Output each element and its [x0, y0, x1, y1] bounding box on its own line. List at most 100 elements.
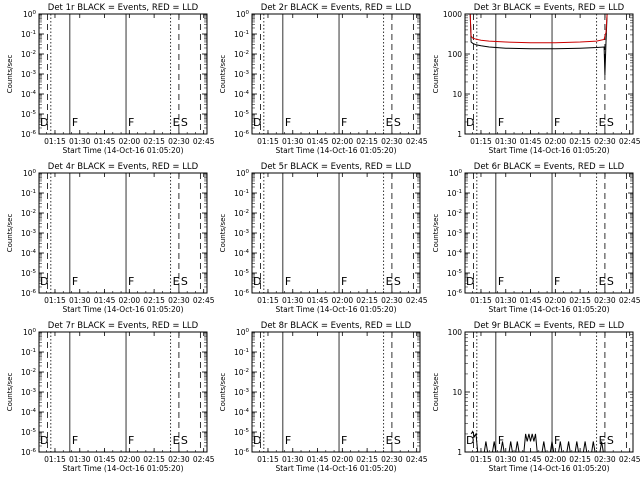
y-tick-label: 100: [23, 328, 37, 337]
marker-label: F: [128, 275, 134, 288]
marker-label: F: [128, 434, 134, 447]
x-tick-label: 01:30: [495, 137, 517, 146]
x-tick-label: 01:15: [44, 296, 66, 305]
marker-label: F: [498, 116, 504, 129]
y-tick-label: 10-6: [234, 289, 250, 298]
x-tick-label: 02:45: [406, 137, 428, 146]
panel-title: Det 5r BLACK = Events, RED = LLD: [261, 162, 412, 172]
y-tick-label: 10-1: [21, 348, 36, 357]
x-tick-label: 02:15: [356, 296, 378, 305]
marker-label: F: [72, 275, 78, 288]
x-tick-label: 02:30: [168, 137, 190, 146]
x-tick-label: 02:45: [406, 296, 428, 305]
y-tick-label: 10: [452, 90, 462, 99]
marker-label: F: [554, 116, 560, 129]
marker-label: S: [607, 116, 614, 129]
marker-label: S: [607, 275, 614, 288]
plot-frame: [251, 13, 421, 135]
panel-det-5: Det 5r BLACK = Events, RED = LLD Counts/s…: [219, 162, 428, 314]
x-tick-label: 01:15: [470, 455, 492, 464]
x-tick-label: 01:15: [470, 137, 492, 146]
plot-frame: [464, 13, 634, 135]
x-tick-label: 01:15: [44, 455, 66, 464]
y-tick-label: 10-3: [234, 70, 250, 79]
y-tick-label: 100: [236, 328, 250, 337]
x-tick-label: 02:15: [569, 137, 591, 146]
x-tick-label: 02:00: [119, 296, 141, 305]
marker-label: F: [285, 275, 291, 288]
marker-label: F: [554, 275, 560, 288]
y-tick-label: 10-2: [21, 368, 36, 377]
panel-title: Det 1r BLACK = Events, RED = LLD: [48, 3, 199, 13]
y-tick-label: 10-1: [234, 30, 249, 39]
x-tick-label: 01:45: [94, 455, 116, 464]
y-tick-label: 10-3: [234, 229, 250, 238]
marker-label: E: [386, 275, 393, 288]
y-axis-label: Counts/sec: [6, 214, 14, 253]
marker-label: F: [72, 116, 78, 129]
data-series-line: [469, 13, 608, 44]
marker-label: F: [341, 275, 347, 288]
y-tick-label: 10-6: [21, 130, 37, 139]
marker-label: F: [498, 434, 504, 447]
y-tick-label: 10-1: [447, 189, 462, 198]
x-tick-label: 01:30: [69, 137, 91, 146]
y-tick-label: 10-4: [21, 249, 37, 258]
y-tick-label: 10-4: [21, 408, 37, 417]
x-tick-label: 01:30: [69, 455, 91, 464]
x-tick-label: 01:45: [520, 296, 542, 305]
x-tick-label: 02:00: [332, 137, 354, 146]
plot-frame: [251, 331, 421, 453]
y-tick-label: 10-6: [447, 289, 463, 298]
x-tick-label: 02:00: [119, 137, 141, 146]
marker-label: D: [40, 434, 48, 447]
y-tick-label: 1: [457, 130, 462, 139]
x-tick-label: 01:45: [307, 455, 329, 464]
plot-frame: [464, 331, 634, 453]
y-tick-label: 10-3: [21, 388, 37, 397]
y-tick-label: 10-5: [21, 269, 37, 278]
marker-label: S: [394, 275, 401, 288]
plot-frame: [38, 172, 208, 294]
y-tick-label: 10-4: [234, 249, 250, 258]
y-axis-label: Counts/sec: [219, 214, 227, 253]
y-tick-label: 10-2: [21, 209, 36, 218]
x-tick-label: 02:45: [193, 296, 215, 305]
y-tick-label: 10-6: [234, 448, 250, 457]
marker-label: D: [466, 275, 474, 288]
y-tick-label: 10-3: [447, 229, 463, 238]
panel-title: Det 4r BLACK = Events, RED = LLD: [48, 162, 199, 172]
y-tick-label: 100: [23, 10, 37, 19]
y-tick-label: 10-4: [234, 90, 250, 99]
marker-label: F: [341, 116, 347, 129]
panel-title: Det 9r BLACK = Events, RED = LLD: [474, 321, 625, 331]
x-tick-label: 01:45: [520, 137, 542, 146]
x-tick-label: 02:30: [594, 296, 616, 305]
x-tick-label: 02:30: [381, 296, 403, 305]
marker-label: D: [253, 434, 261, 447]
data-series-line: [470, 430, 604, 453]
y-tick-label: 100: [236, 169, 250, 178]
y-tick-label: 100: [449, 169, 463, 178]
marker-label: D: [466, 434, 474, 447]
x-axis-label: Start Time (14-Oct-16 01:05:20): [275, 146, 396, 155]
y-tick-label: 10-3: [21, 70, 37, 79]
y-tick-label: 10-1: [21, 30, 36, 39]
x-tick-label: 01:30: [69, 296, 91, 305]
marker-label: F: [554, 434, 560, 447]
marker-label: F: [341, 434, 347, 447]
y-tick-label: 1000: [443, 10, 462, 19]
x-tick-label: 02:15: [356, 137, 378, 146]
marker-label: F: [285, 116, 291, 129]
x-tick-label: 02:30: [594, 137, 616, 146]
y-axis-label: Counts/sec: [219, 55, 227, 94]
x-tick-label: 01:45: [307, 137, 329, 146]
x-tick-label: 01:15: [257, 296, 279, 305]
x-tick-label: 01:30: [495, 455, 517, 464]
x-tick-label: 01:30: [495, 296, 517, 305]
marker-label: F: [498, 275, 504, 288]
panel-det-2: Det 2r BLACK = Events, RED = LLD Counts/s…: [219, 3, 428, 155]
marker-label: F: [285, 434, 291, 447]
x-tick-label: 02:15: [569, 455, 591, 464]
marker-label: D: [40, 116, 48, 129]
